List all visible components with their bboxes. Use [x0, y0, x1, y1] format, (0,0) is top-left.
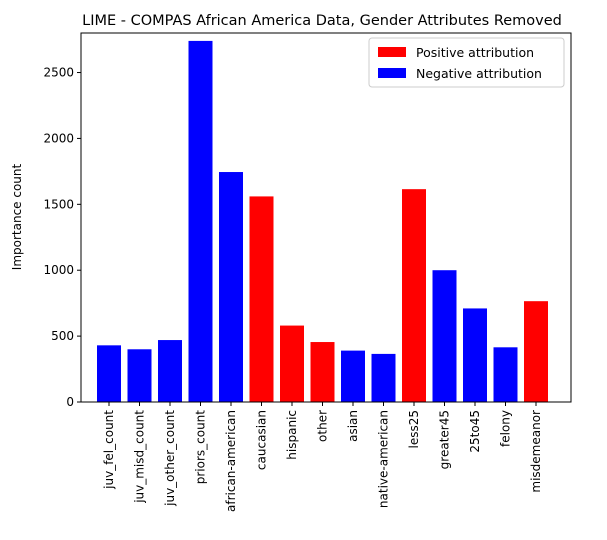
- y-tick-label: 0: [66, 395, 74, 409]
- legend-label-negative: Negative attribution: [416, 66, 542, 81]
- bar-juv_other_count: [158, 340, 182, 402]
- x-tick-label: less25: [407, 410, 421, 449]
- bar-25to45: [463, 308, 487, 402]
- bar-juv_fel_count: [97, 345, 121, 402]
- x-tick-label: misdemeanor: [529, 410, 543, 493]
- bar-asian: [341, 350, 365, 402]
- chart-title: LIME - COMPAS African America Data, Gend…: [82, 13, 562, 29]
- legend-label-positive: Positive attribution: [416, 45, 534, 60]
- bar-native-american: [371, 353, 396, 402]
- x-axis-ticks: juv_fel_count juv_misd_count juv_other_cou…: [102, 402, 543, 512]
- legend: Positive attribution Negative attribution: [368, 37, 565, 88]
- plot-area-frame: [80, 32, 572, 403]
- bar-priors_count: [188, 40, 213, 403]
- x-tick-label: juv_fel_count: [102, 410, 116, 490]
- legend-swatch-negative: [378, 68, 406, 78]
- x-tick-label: juv_other_count: [163, 410, 177, 507]
- bar-less25: [402, 189, 426, 402]
- x-tick-label: greater45: [438, 410, 452, 469]
- bar-greater45: [432, 270, 457, 402]
- y-tick-label: 500: [51, 329, 74, 343]
- x-tick-label: other: [316, 410, 330, 442]
- bar-misdemeanor: [524, 301, 548, 402]
- legend-frame: [368, 37, 565, 88]
- bar-african-american: [219, 172, 243, 402]
- y-tick-label: 2500: [43, 66, 74, 80]
- y-axis-ticks: 0 500 1000 1500 2000 2500: [43, 66, 81, 409]
- x-tick-label: african-american: [224, 410, 238, 512]
- bar-caucasian: [249, 196, 274, 402]
- legend-swatch-positive: [378, 47, 406, 57]
- bar-hispanic: [280, 325, 304, 402]
- y-axis-label: Importance count: [10, 163, 24, 270]
- x-tick-label: juv_misd_count: [133, 410, 147, 504]
- bar-juv_misd_count: [127, 349, 152, 402]
- x-tick-label: 25to45: [468, 410, 482, 453]
- x-tick-label: native-american: [377, 410, 391, 508]
- y-tick-label: 2000: [43, 131, 74, 145]
- x-tick-label: hispanic: [285, 410, 299, 460]
- y-tick-label: 1000: [43, 263, 74, 277]
- x-tick-label: caucasian: [255, 410, 269, 470]
- x-tick-label: asian: [346, 410, 360, 442]
- bar-other: [310, 342, 335, 402]
- bar-felony: [493, 347, 518, 402]
- bars-group: [97, 40, 548, 403]
- y-tick-label: 1500: [43, 197, 74, 211]
- x-tick-label: priors_count: [194, 410, 208, 485]
- x-tick-label: felony: [499, 410, 513, 447]
